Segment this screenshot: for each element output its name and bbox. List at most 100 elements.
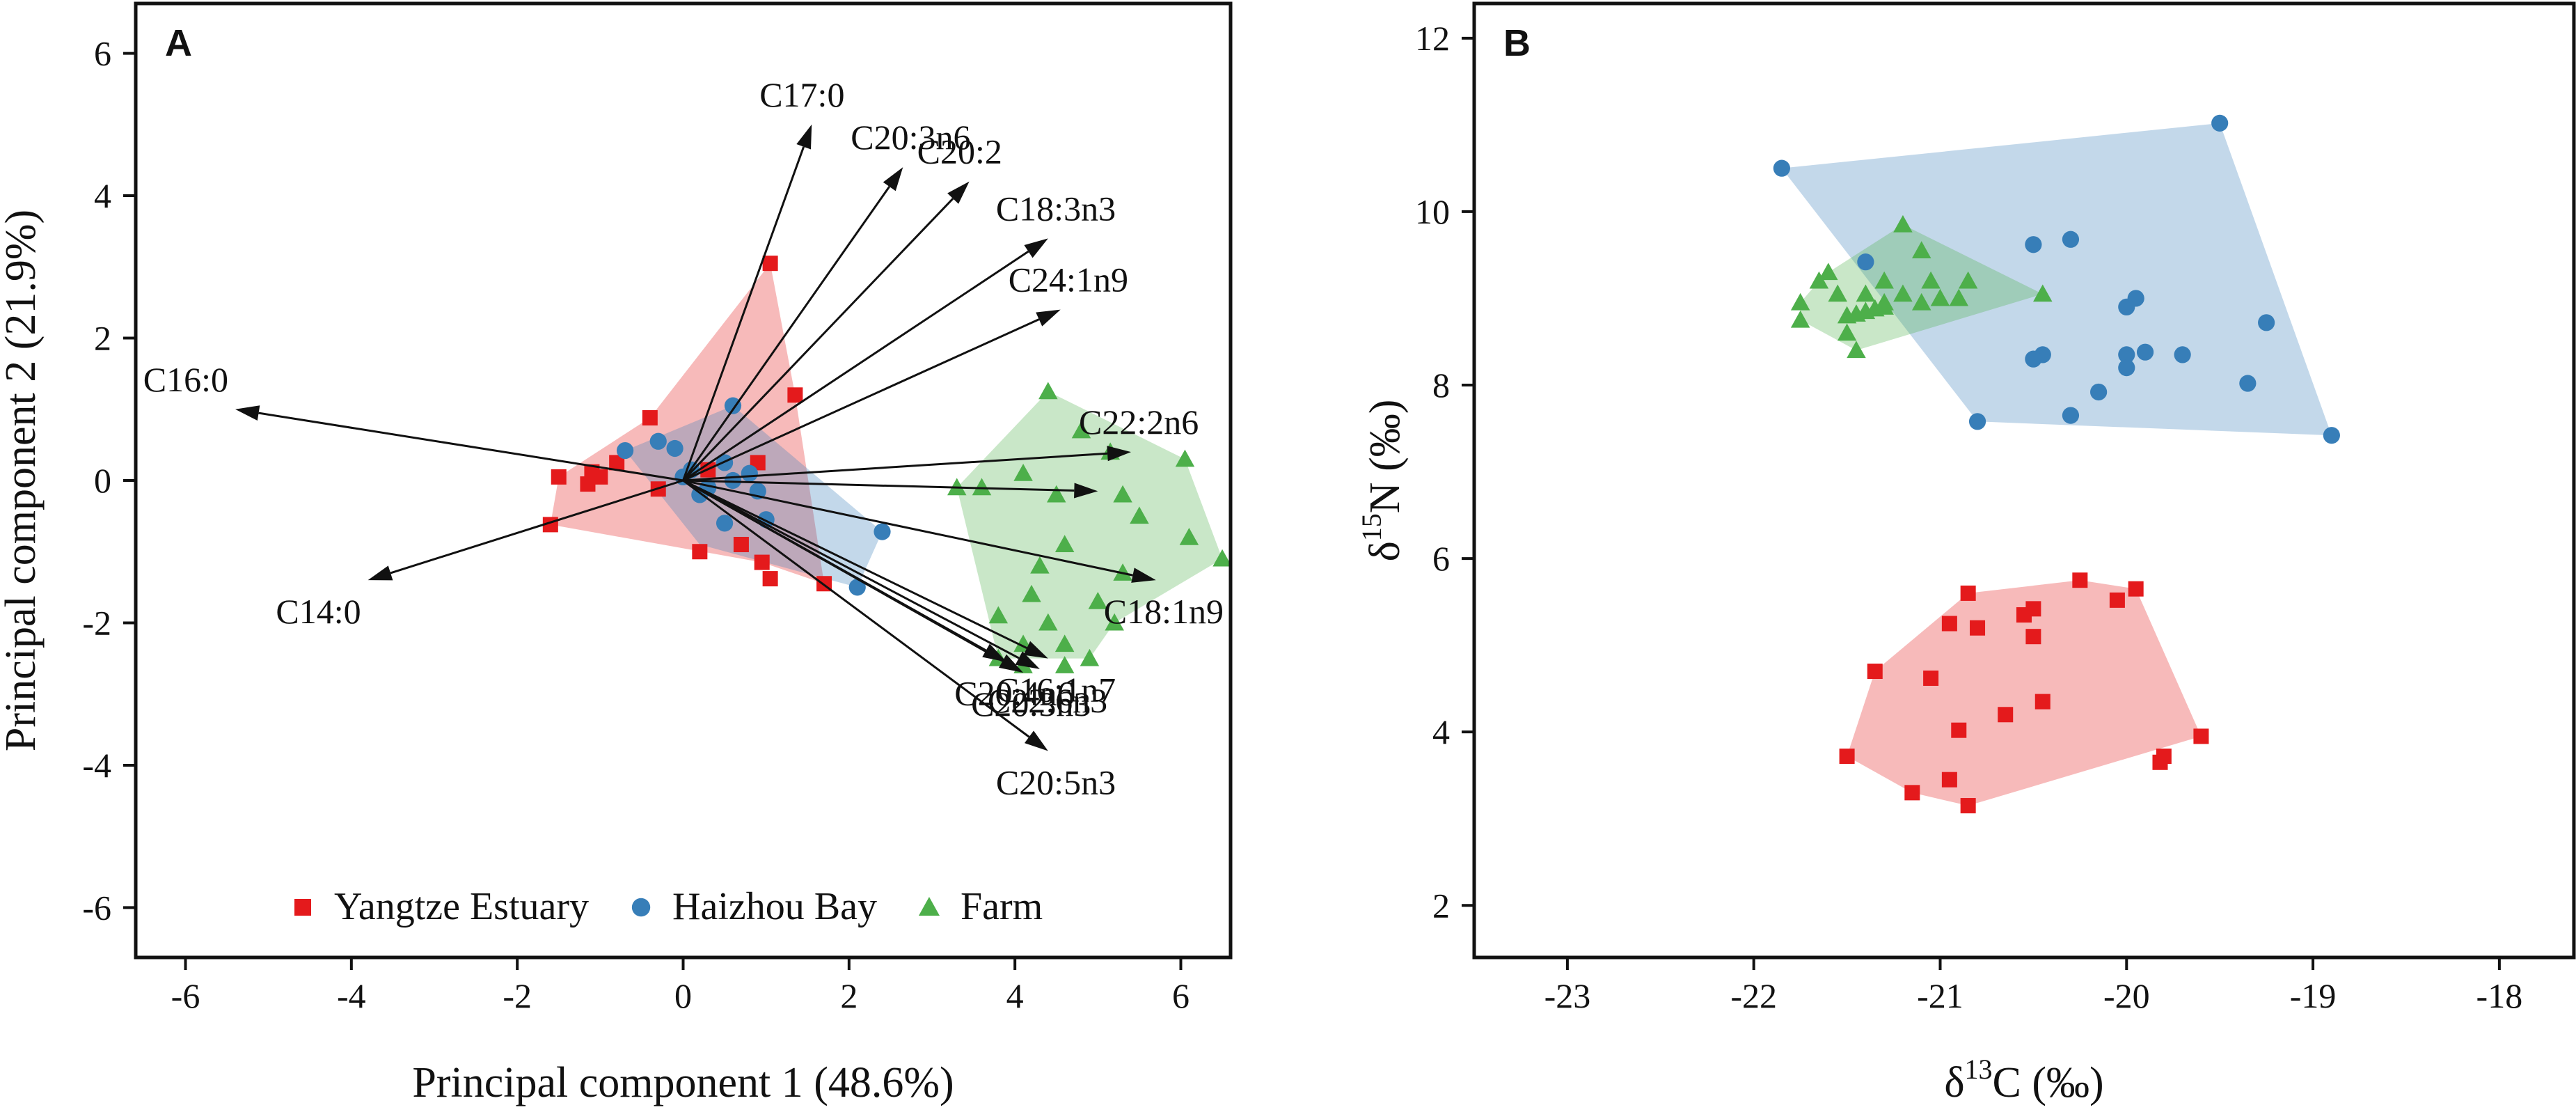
loading-c20-5n3-head: [1024, 730, 1048, 751]
loading-c14-0-head: [368, 565, 393, 581]
point-haizhou-bay: [2258, 314, 2275, 331]
legend-label-farm: Farm: [961, 885, 1043, 928]
panel-a-y-axis-label: Principal component 2 (21.9%): [0, 210, 45, 751]
loading-c24-1n9-shaft: [682, 318, 1040, 482]
loading-c24-1n9-head: [1036, 309, 1061, 327]
loading-c17-0-label: C17:0: [759, 75, 844, 114]
point-farm: [1054, 535, 1075, 553]
y-tick-label: 10: [1415, 192, 1450, 231]
point-haizhou-bay: [716, 515, 734, 532]
hull-yangtze-estuary: [550, 263, 825, 584]
loading-c20-2-label: C20:2: [917, 132, 1002, 171]
panel-b-letter: B: [1503, 22, 1531, 64]
panel-b-plot-frame: [1472, 1, 2576, 960]
point-yangtze-estuary: [609, 455, 625, 471]
point-yangtze-estuary: [1960, 798, 1976, 814]
loading-c17-0-head: [796, 124, 812, 150]
y-tick-label: 2: [1432, 886, 1450, 925]
point-farm: [1038, 382, 1058, 400]
x-tick-label: 4: [1006, 976, 1024, 1015]
point-yangtze-estuary: [1960, 585, 1976, 601]
point-yangtze-estuary: [1941, 616, 1957, 632]
point-farm: [1080, 648, 1100, 666]
legend-marker-yangtze-estuary: [294, 899, 311, 916]
point-farm: [1893, 214, 1913, 233]
point-farm: [1809, 271, 1829, 289]
point-farm: [1054, 634, 1075, 652]
point-farm: [1874, 271, 1894, 289]
loading-c20-3n3-arrow: [682, 479, 1024, 673]
point-yangtze-estuary: [580, 476, 596, 492]
y-tick-label: 4: [1432, 712, 1450, 751]
point-yangtze-estuary: [2072, 572, 2088, 588]
loading-unlabeled-shaft: [683, 479, 1075, 492]
point-farm: [972, 478, 992, 496]
hull-haizhou-bay: [1781, 123, 2332, 436]
loading-c20-4n6-head: [982, 643, 1007, 662]
panel-b-y-label-sup: 15: [1356, 513, 1387, 541]
point-farm: [1911, 241, 1931, 258]
y-tick-label: 4: [94, 176, 111, 215]
loading-c18-3n3-arrow: [682, 238, 1048, 482]
panel-b-x-axis-label: δ13C (‰): [1944, 1054, 2103, 1106]
point-farm: [1930, 288, 1950, 306]
point-farm: [2033, 284, 2053, 302]
x-tick-label: -18: [2476, 976, 2523, 1015]
loading-c20-3n6-label: C20:3n6: [851, 118, 970, 157]
point-haizhou-bay: [1968, 413, 1986, 430]
panel-b-points: [1773, 114, 2340, 814]
y-tick-label: 2: [94, 319, 111, 358]
point-farm: [1837, 306, 1857, 324]
point-farm: [1911, 292, 1931, 311]
point-yangtze-estuary: [2128, 581, 2144, 597]
legend-marker-haizhou-bay: [631, 898, 651, 917]
panel-b-y-axis-label: δ15N (‰): [1356, 400, 1409, 562]
point-yangtze-estuary: [2109, 592, 2125, 608]
loading-c18-1n9-arrow: [683, 479, 1156, 583]
point-farm: [988, 606, 1009, 624]
y-tick-label: 0: [94, 461, 111, 500]
point-haizhou-bay: [2062, 230, 2080, 248]
point-farm: [1030, 556, 1050, 574]
legend-label-haizhou-bay: Haizhou Bay: [672, 885, 877, 928]
panel-b-y-label-delta: δ: [1361, 541, 1409, 561]
point-farm: [1856, 284, 1876, 302]
loading-c16-1n7-label: C16:1n7: [996, 671, 1116, 710]
panel-a-x-axis-label: Principal component 1 (48.6%): [412, 1059, 954, 1106]
loading-unlabeled-head: [1074, 483, 1098, 499]
loading-c20-2-arrow: [682, 181, 970, 482]
loading-c22-6n3-arrow: [682, 479, 1040, 669]
x-tick-label: -20: [2103, 976, 2150, 1015]
loading-c14-0-shaft: [390, 479, 683, 574]
point-farm: [1819, 263, 1838, 281]
x-tick-label: -2: [503, 976, 532, 1015]
point-farm: [1921, 271, 1941, 289]
point-yangtze-estuary: [787, 387, 803, 403]
point-yangtze-estuary: [1867, 664, 1883, 679]
panel-a-letter: A: [165, 22, 192, 64]
point-yangtze-estuary: [2025, 601, 2041, 617]
loading-c17-0-arrow: [682, 124, 812, 481]
legend-label-yangtze-estuary: Yangtze Estuary: [334, 885, 589, 928]
point-farm: [1088, 592, 1108, 609]
point-haizhou-bay: [2090, 383, 2108, 401]
loading-unlabeled-arrow: [683, 479, 1098, 499]
point-farm: [1958, 271, 1978, 289]
loading-c20-3n3-head: [999, 654, 1024, 673]
loading-c16-0-shaft: [258, 412, 683, 482]
hull-yangtze-estuary: [1847, 580, 2202, 806]
loading-c18-1n9-label: C18:1n9: [1104, 592, 1224, 631]
loading-c20-4n6-label: C20:4n6: [954, 674, 1074, 713]
point-haizhou-bay: [2174, 346, 2191, 363]
point-yangtze-estuary: [592, 469, 608, 485]
loading-c20-2-shaft: [682, 198, 954, 482]
point-yangtze-estuary: [1904, 785, 1920, 801]
point-haizhou-bay: [2118, 359, 2135, 377]
loading-c22-2n6-shaft: [683, 452, 1108, 482]
point-yangtze-estuary: [1923, 670, 1939, 686]
point-farm: [1790, 292, 1810, 311]
loading-c24-1n9-label: C24:1n9: [1009, 260, 1128, 299]
point-farm: [1175, 449, 1195, 467]
x-tick-label: 2: [840, 976, 858, 1015]
